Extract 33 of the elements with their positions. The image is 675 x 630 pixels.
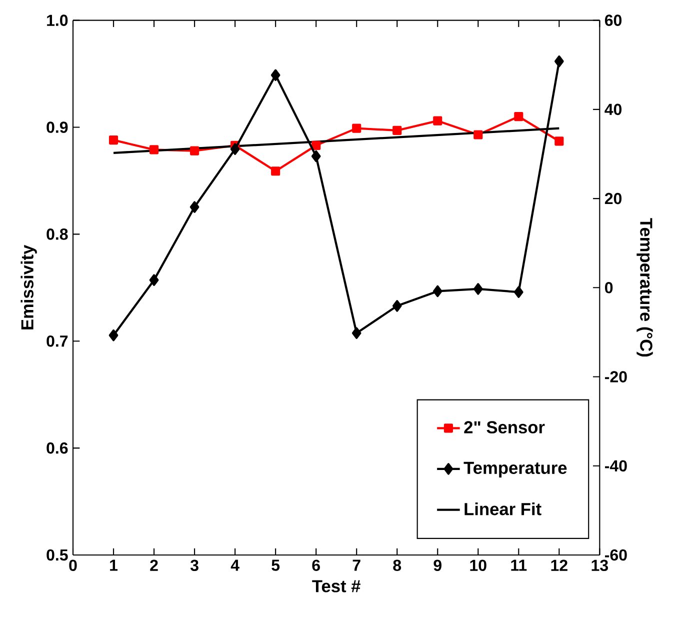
x-tick-label: 10 xyxy=(470,560,486,572)
x-tick-label: 8 xyxy=(393,560,402,572)
legend-label: Temperature xyxy=(464,462,567,478)
x-tick-label: 4 xyxy=(230,560,240,571)
legend-label: 2" Sensor xyxy=(464,421,545,434)
legend-label: Linear Fit xyxy=(464,502,542,516)
x-tick-label: 1 xyxy=(110,560,118,571)
x-tick-label: 11 xyxy=(511,560,527,571)
y2-tick-label: 20 xyxy=(604,192,622,204)
y2-tick-label: -40 xyxy=(605,460,627,472)
x-tick-label: 2 xyxy=(150,560,158,571)
y-tick-label: 0.9 xyxy=(46,122,68,133)
y2-tick-label: 0 xyxy=(605,282,613,294)
x-tick-label: 7 xyxy=(352,560,360,571)
x-tick-label: 0 xyxy=(69,560,77,572)
x-tick-label: 12 xyxy=(551,560,568,571)
x-tick-label: 6 xyxy=(312,560,320,572)
y2-tick-label: 60 xyxy=(604,14,622,26)
y-tick-label: 0.7 xyxy=(46,335,68,347)
y-tick-label: 0.5 xyxy=(46,549,68,561)
x-tick-label: 5 xyxy=(272,560,280,571)
y-tick-label: 0.8 xyxy=(46,228,68,240)
y2-tick-label: 40 xyxy=(604,104,622,116)
x-tick-label: 13 xyxy=(592,560,608,572)
y2-tick-label: -60 xyxy=(605,549,627,561)
y2-axis-title: Temperature (°C) xyxy=(636,218,653,357)
y-axis-title: Emissivity xyxy=(20,244,37,330)
y-tick-label: 1.0 xyxy=(47,14,68,26)
x-axis-title: Test # xyxy=(312,580,360,592)
y-tick-label: 0.6 xyxy=(46,442,68,454)
x-tick-label: 9 xyxy=(434,560,442,572)
x-tick-label: 3 xyxy=(190,560,198,572)
y2-tick-label: -20 xyxy=(605,371,627,382)
